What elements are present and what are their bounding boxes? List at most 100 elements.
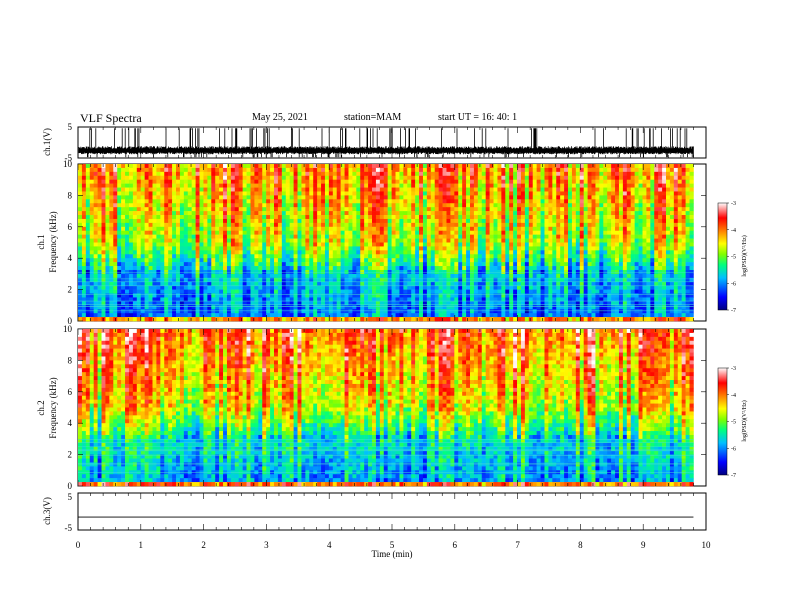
psd-cell xyxy=(666,234,671,239)
psd-cell xyxy=(372,164,377,169)
psd-cell xyxy=(328,183,334,188)
psd-cell xyxy=(109,246,114,251)
psd-cell xyxy=(654,222,659,228)
psd-cell xyxy=(101,285,106,290)
psd-cell xyxy=(297,230,302,235)
psd-cell xyxy=(513,266,518,271)
psd-cell xyxy=(438,203,443,208)
psd-cell xyxy=(607,273,612,279)
psd-cell xyxy=(313,234,318,239)
psd-cell xyxy=(568,199,573,204)
psd-cell xyxy=(603,262,608,267)
psd-cell xyxy=(136,211,142,216)
psd-cell xyxy=(187,211,192,216)
psd-cell xyxy=(489,277,494,283)
psd-cell xyxy=(309,238,314,243)
psd-cell xyxy=(144,167,149,173)
psd-cell xyxy=(89,262,94,267)
psd-cell xyxy=(274,164,279,169)
psd-cell xyxy=(226,183,232,188)
psd-cell xyxy=(505,273,510,279)
psd-cell xyxy=(372,175,377,180)
psd-cell xyxy=(387,191,392,196)
psd-cell xyxy=(422,250,428,255)
psd-cell xyxy=(536,254,541,259)
psd-cell xyxy=(403,242,408,247)
psd-cell xyxy=(407,218,412,224)
psd-cell xyxy=(187,203,192,208)
psd-cell xyxy=(638,167,643,173)
psd-cell xyxy=(501,242,506,247)
psd-cell xyxy=(348,207,353,212)
psd-cell xyxy=(673,262,679,267)
psd-cell xyxy=(195,277,200,283)
psd-cell xyxy=(78,266,83,271)
psd-cell xyxy=(128,262,134,267)
psd-cell xyxy=(646,179,651,184)
psd-cell xyxy=(140,211,145,216)
psd-cell xyxy=(172,273,177,279)
psd-cell xyxy=(152,242,157,247)
psd-cell xyxy=(654,230,659,235)
psd-cell xyxy=(517,179,522,184)
psd-cell xyxy=(591,258,596,263)
psd-cell xyxy=(78,167,83,173)
psd-cell xyxy=(650,222,655,228)
psd-cell xyxy=(277,258,283,263)
psd-cell xyxy=(309,242,314,247)
psd-cell xyxy=(203,262,208,267)
psd-cell xyxy=(611,230,616,235)
psd-cell xyxy=(164,203,169,208)
psd-cell xyxy=(599,218,604,224)
psd-cell xyxy=(203,230,208,235)
psd-cell xyxy=(669,266,675,271)
psd-cell xyxy=(93,258,98,263)
psd-cell xyxy=(458,230,463,235)
psd-cell xyxy=(422,199,428,204)
psd-cell xyxy=(677,238,682,243)
psd-cell xyxy=(136,175,142,180)
psd-cell xyxy=(156,207,161,212)
psd-cell xyxy=(117,199,122,204)
psd-cell xyxy=(368,238,373,243)
psd-cell xyxy=(238,226,243,232)
psd-cell xyxy=(462,199,467,204)
psd-cell xyxy=(289,187,294,192)
psd-cell xyxy=(281,183,287,188)
psd-cell xyxy=(226,281,232,286)
psd-cell xyxy=(662,167,667,173)
psd-cell xyxy=(324,273,330,279)
psd-cell xyxy=(650,164,655,169)
psd-cell xyxy=(250,199,255,204)
psd-cell xyxy=(285,215,290,220)
psd-cell xyxy=(128,215,134,220)
psd-cell xyxy=(234,175,240,180)
psd-cell xyxy=(438,191,443,196)
psd-cell xyxy=(101,218,106,224)
psd-cell xyxy=(689,258,694,263)
psd-cell xyxy=(615,171,620,177)
psd-cell xyxy=(203,199,208,204)
psd-cell xyxy=(634,242,639,247)
psd-cell xyxy=(97,234,102,239)
psd-cell xyxy=(575,273,581,279)
psd-cell xyxy=(332,199,338,204)
psd-cell xyxy=(277,242,283,247)
psd-cell xyxy=(250,215,255,220)
psd-cell xyxy=(650,195,655,200)
psd-cell xyxy=(125,199,130,204)
psd-cell xyxy=(426,179,432,184)
psd-cell xyxy=(591,171,596,177)
psd-cell xyxy=(513,246,518,251)
psd-cell xyxy=(301,254,306,259)
psd-cell xyxy=(97,164,102,169)
psd-cell xyxy=(489,218,494,224)
psd-cell xyxy=(305,171,310,177)
psd-cell xyxy=(97,179,102,184)
psd-cell xyxy=(528,167,534,173)
psd-cell xyxy=(607,215,612,220)
psd-cell xyxy=(183,211,189,216)
psd-cell xyxy=(176,273,181,279)
psd-cell xyxy=(136,215,142,220)
psd-cell xyxy=(301,277,306,283)
